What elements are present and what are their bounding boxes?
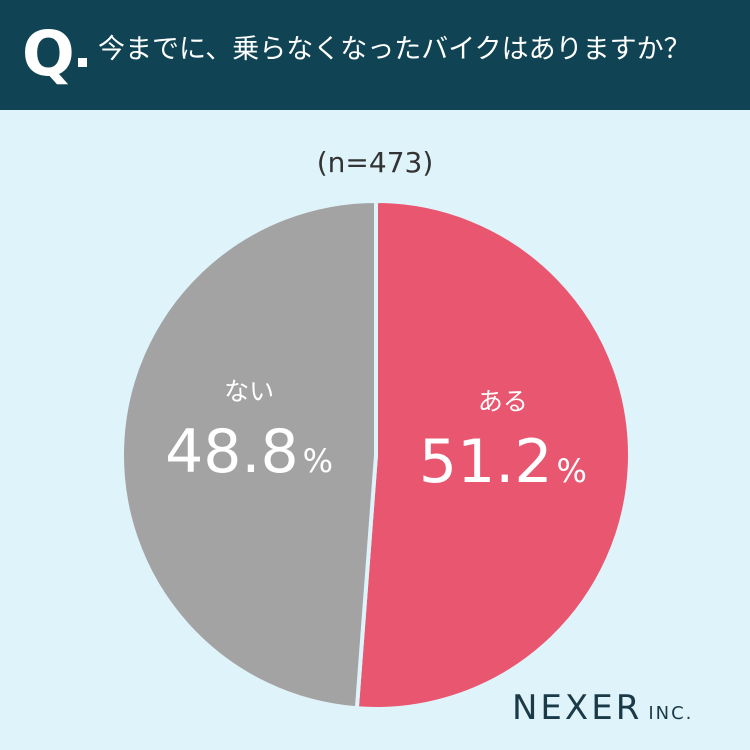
pie-slice-no: [120, 198, 378, 711]
slice-label-no: ない: [224, 377, 274, 406]
question-text: 今までに、乗らなくなったバイクはありますか？: [98, 34, 691, 65]
logo-sub-text: INC.: [648, 703, 694, 724]
slice-value-no: 48.8%: [165, 417, 333, 487]
slice-label-yes: ある: [478, 387, 528, 416]
sample-size: (n=473): [316, 146, 434, 179]
nexer-logo: NEXER INC.: [512, 688, 693, 728]
question-header: Q 今までに、乗らなくなったバイクはありますか？: [0, 0, 750, 110]
question-mark: Q: [22, 17, 75, 90]
question-mark-dot: [78, 58, 87, 67]
logo-main-text: NEXER: [512, 688, 643, 728]
pie-slice-yes: [354, 198, 632, 711]
slice-value-yes: 51.2%: [419, 427, 587, 497]
